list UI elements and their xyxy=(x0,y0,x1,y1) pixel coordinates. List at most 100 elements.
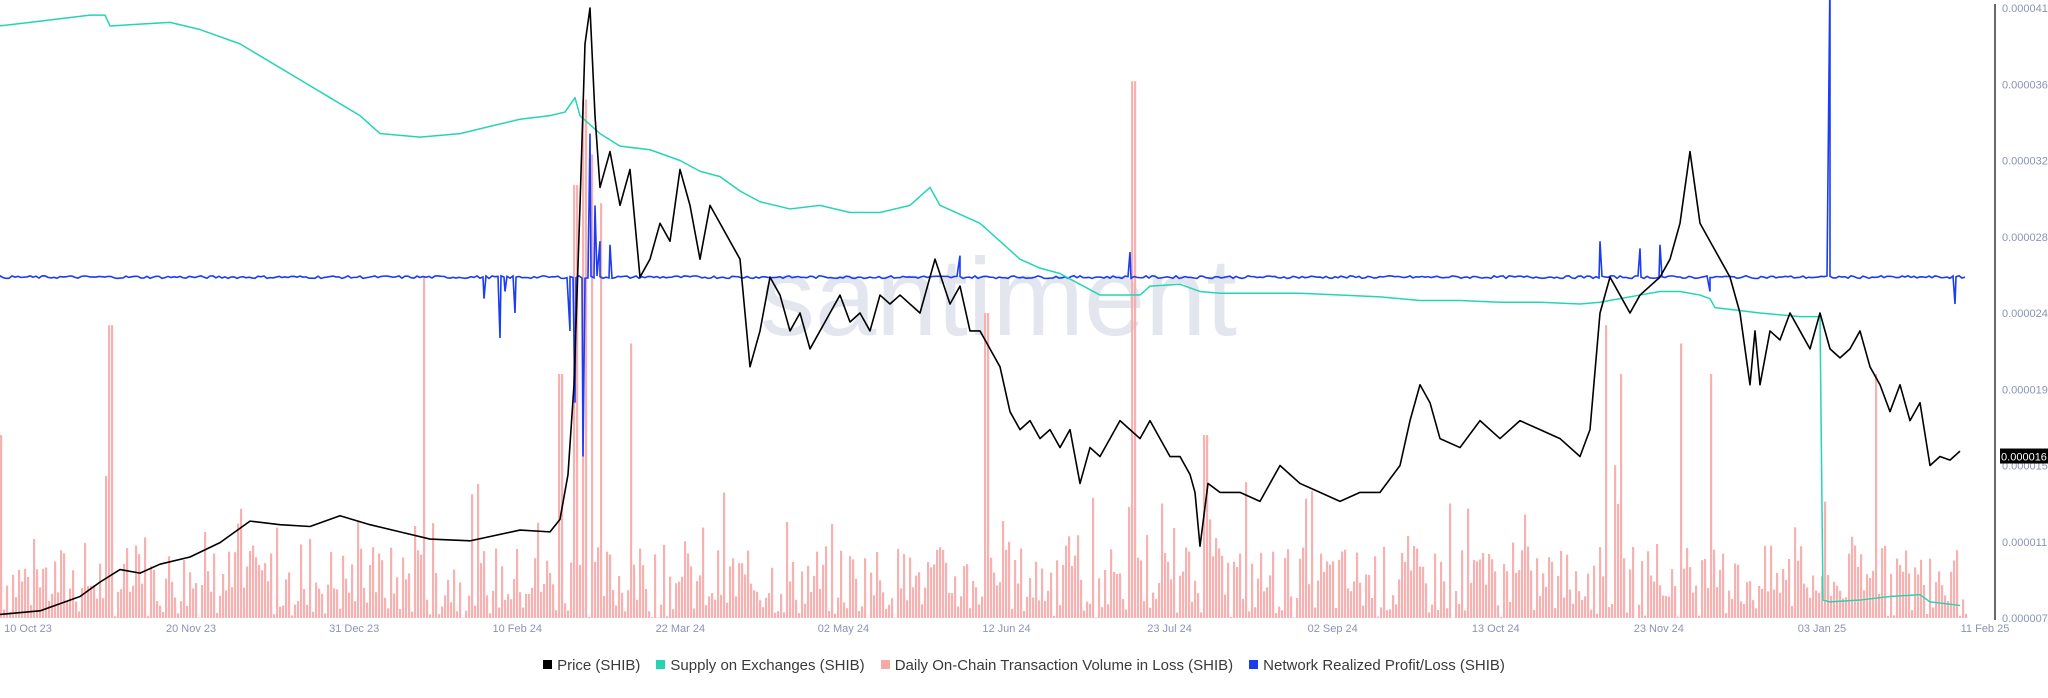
volume-bar xyxy=(264,563,266,618)
legend-item[interactable]: Supply on Exchanges (SHIB) xyxy=(656,657,864,674)
volume-bar xyxy=(870,573,872,618)
volume-bar xyxy=(1314,608,1316,618)
volume-bar xyxy=(537,523,539,618)
volume-bar xyxy=(1920,560,1922,618)
volume-bar xyxy=(987,313,989,618)
volume-bar xyxy=(1710,374,1712,618)
volume-bar xyxy=(906,600,908,618)
volume-bar xyxy=(612,590,614,618)
volume-bar xyxy=(408,573,410,618)
volume-bar xyxy=(495,549,497,618)
volume-bar xyxy=(1191,602,1193,618)
volume-bar xyxy=(237,524,239,618)
volume-bar xyxy=(201,585,203,618)
volume-bar xyxy=(861,606,863,618)
volume-bar xyxy=(369,565,371,618)
volume-bar xyxy=(252,546,254,618)
volume-bar xyxy=(1959,616,1961,618)
volume-bar xyxy=(1119,573,1121,618)
volume-bar xyxy=(1599,547,1601,618)
volume-bar xyxy=(1347,588,1349,618)
volume-bar xyxy=(267,581,269,618)
volume-bar xyxy=(717,550,719,618)
volume-bar xyxy=(954,576,956,618)
volume-bar xyxy=(672,609,674,618)
volume-bar xyxy=(387,608,389,618)
volume-bar xyxy=(1410,570,1412,618)
legend-label: Price (SHIB) xyxy=(557,657,640,674)
y-axis-ticks: 0.0000410.0000360.0000320.0000280.000024… xyxy=(2002,3,2048,625)
volume-bar xyxy=(504,600,506,618)
volume-bar xyxy=(1629,569,1631,618)
volume-bar xyxy=(1674,586,1676,618)
volume-bar xyxy=(1248,611,1250,618)
volume-bar xyxy=(750,584,752,618)
volume-bar xyxy=(183,560,185,618)
volume-bar xyxy=(531,588,533,618)
volume-bar xyxy=(1008,542,1010,618)
volume-bar xyxy=(525,594,527,618)
volume-bar xyxy=(1428,612,1430,618)
volume-bar xyxy=(1158,583,1160,618)
volume-bar xyxy=(1296,598,1298,618)
x-tick-label: 31 Dec 23 xyxy=(329,623,379,635)
volume-bar xyxy=(1677,617,1679,618)
volume-bar xyxy=(1569,590,1571,618)
volume-bar xyxy=(1089,604,1091,618)
volume-bar xyxy=(1344,550,1346,618)
volume-bar xyxy=(1809,598,1811,618)
volume-bar xyxy=(0,435,2,618)
volume-bar xyxy=(702,528,704,618)
legend-item[interactable]: Network Realized Profit/Loss (SHIB) xyxy=(1249,657,1505,674)
volume-bar xyxy=(297,601,299,618)
volume-bar xyxy=(1551,562,1553,618)
volume-bar xyxy=(12,575,14,618)
volume-bar xyxy=(1383,547,1385,618)
volume-bar xyxy=(567,610,569,618)
volume-bar xyxy=(501,566,503,618)
volume-bar xyxy=(1407,536,1409,618)
volume-bar xyxy=(1914,567,1916,618)
volume-bar xyxy=(522,607,524,618)
volume-bar xyxy=(654,554,656,618)
volume-bar xyxy=(1518,570,1520,618)
volume-bar xyxy=(699,575,701,618)
volume-bar xyxy=(219,596,221,618)
volume-bar xyxy=(1581,600,1583,618)
legend-item[interactable]: Price (SHIB) xyxy=(543,657,640,674)
volume-bar xyxy=(528,594,530,618)
legend-item[interactable]: Daily On-Chain Transaction Volume in Los… xyxy=(881,657,1233,674)
volume-bar xyxy=(1467,509,1469,618)
volume-bar xyxy=(903,554,905,618)
volume-bar xyxy=(735,596,737,618)
volume-bar xyxy=(810,592,812,618)
volume-bar xyxy=(1176,613,1178,618)
volume-bar xyxy=(1872,571,1874,618)
volume-bar xyxy=(900,588,902,618)
volume-bar xyxy=(534,558,536,618)
volume-bar xyxy=(753,590,755,618)
volume-bar xyxy=(1953,560,1955,618)
volume-bar xyxy=(996,585,998,618)
volume-bar xyxy=(138,554,140,618)
volume-bar xyxy=(1437,610,1439,618)
volume-bar xyxy=(1359,583,1361,618)
volume-bar xyxy=(93,585,95,618)
volume-bar xyxy=(1362,606,1364,618)
volume-bar xyxy=(1425,583,1427,618)
volume-bar xyxy=(444,595,446,618)
volume-bar xyxy=(1734,564,1736,618)
volume-bar xyxy=(1533,610,1535,618)
volume-bar xyxy=(621,593,623,618)
volume-bar xyxy=(306,605,308,618)
x-tick-label: 20 Nov 23 xyxy=(166,623,216,635)
volume-bar xyxy=(1704,559,1706,618)
volume-bar xyxy=(1380,607,1382,618)
volume-bar xyxy=(1290,596,1292,618)
volume-bar xyxy=(1443,581,1445,618)
volume-bar xyxy=(1077,535,1079,618)
volume-bar xyxy=(63,553,65,618)
volume-bar xyxy=(1806,587,1808,618)
volume-bar xyxy=(1860,554,1862,618)
